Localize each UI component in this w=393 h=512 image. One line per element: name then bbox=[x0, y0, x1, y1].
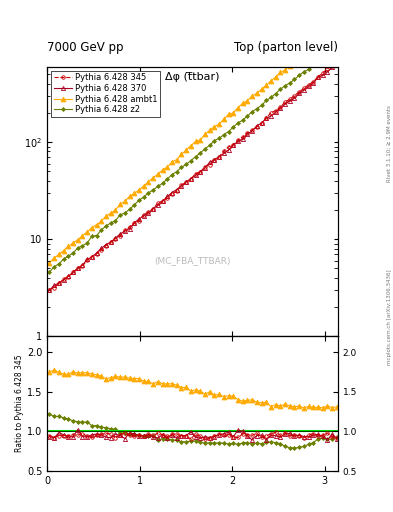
Pythia 6.428 ambt1 bbox=[222, 116, 226, 122]
Pythia 6.428 z2 bbox=[334, 43, 339, 49]
Pythia 6.428 z2 bbox=[71, 250, 75, 256]
Line: Pythia 6.428 345: Pythia 6.428 345 bbox=[48, 61, 339, 291]
Pythia 6.428 z2 bbox=[330, 46, 334, 52]
Pythia 6.428 z2 bbox=[297, 72, 301, 78]
Pythia 6.428 345 bbox=[123, 227, 127, 233]
Pythia 6.428 z2 bbox=[123, 210, 127, 216]
Pythia 6.428 ambt1 bbox=[47, 260, 52, 266]
Pythia 6.428 370 bbox=[222, 150, 226, 156]
Pythia 6.428 345 bbox=[71, 269, 75, 275]
Line: Pythia 6.428 ambt1: Pythia 6.428 ambt1 bbox=[47, 26, 339, 265]
Pythia 6.428 ambt1 bbox=[123, 198, 127, 204]
Pythia 6.428 345 bbox=[222, 148, 226, 154]
Text: 7000 GeV pp: 7000 GeV pp bbox=[47, 41, 124, 54]
Pythia 6.428 370 bbox=[71, 269, 75, 275]
Pythia 6.428 345 bbox=[297, 89, 301, 95]
Y-axis label: Ratio to Pythia 6.428 345: Ratio to Pythia 6.428 345 bbox=[15, 355, 24, 453]
Pythia 6.428 345 bbox=[330, 63, 334, 69]
Pythia 6.428 370 bbox=[297, 90, 301, 96]
Pythia 6.428 ambt1 bbox=[104, 213, 108, 219]
Pythia 6.428 345 bbox=[47, 287, 52, 293]
Pythia 6.428 370 bbox=[104, 242, 108, 248]
Text: mcplots.cern.ch [arXiv:1306.3436]: mcplots.cern.ch [arXiv:1306.3436] bbox=[387, 270, 391, 365]
Text: Rivet 3.1.10; ≥ 2.9M events: Rivet 3.1.10; ≥ 2.9M events bbox=[387, 105, 391, 182]
Pythia 6.428 z2 bbox=[222, 132, 226, 138]
Pythia 6.428 z2 bbox=[47, 269, 52, 275]
Pythia 6.428 345 bbox=[334, 60, 339, 67]
Legend: Pythia 6.428 345, Pythia 6.428 370, Pythia 6.428 ambt1, Pythia 6.428 z2: Pythia 6.428 345, Pythia 6.428 370, Pyth… bbox=[51, 71, 160, 117]
Pythia 6.428 z2 bbox=[104, 223, 108, 229]
Pythia 6.428 ambt1 bbox=[334, 25, 339, 31]
Pythia 6.428 345 bbox=[104, 243, 108, 249]
Pythia 6.428 ambt1 bbox=[330, 28, 334, 34]
Line: Pythia 6.428 370: Pythia 6.428 370 bbox=[48, 61, 339, 292]
Line: Pythia 6.428 z2: Pythia 6.428 z2 bbox=[48, 45, 338, 273]
Pythia 6.428 370 bbox=[330, 64, 334, 70]
Pythia 6.428 370 bbox=[123, 228, 127, 234]
Pythia 6.428 370 bbox=[47, 287, 52, 293]
Pythia 6.428 ambt1 bbox=[71, 240, 75, 246]
Text: Δφ (t̅tbar): Δφ (t̅tbar) bbox=[165, 72, 220, 82]
Text: Top (parton level): Top (parton level) bbox=[234, 41, 338, 54]
Text: (MC_FBA_TTBAR): (MC_FBA_TTBAR) bbox=[154, 256, 231, 265]
Pythia 6.428 370 bbox=[334, 60, 339, 67]
Pythia 6.428 ambt1 bbox=[297, 54, 301, 60]
